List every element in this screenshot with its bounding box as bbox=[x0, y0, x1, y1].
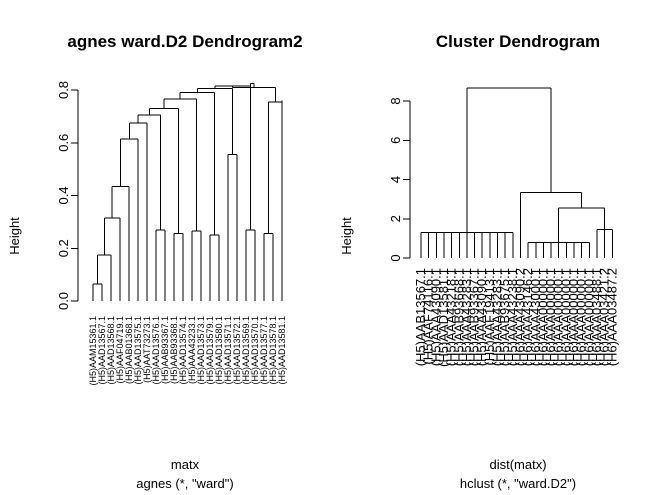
leaf-label: (H5)AAA43218.1 bbox=[444, 268, 459, 366]
leaf-label: (H5)AAA43238.1 bbox=[505, 268, 520, 366]
leaf-label: (H5)AAT73273.1 bbox=[142, 316, 152, 383]
leaf-label: (H5)AAD13581.1 bbox=[436, 268, 451, 367]
leaf-label: (H5)AAF19413.1 bbox=[482, 268, 497, 366]
x-axis-label: matx bbox=[171, 457, 200, 472]
leaf-label: (H6)AAA43090.2 bbox=[512, 268, 527, 366]
leaf-label: (H5)AAD13579.1 bbox=[205, 316, 215, 385]
leaf-label: (H5)AAD13577.1 bbox=[259, 316, 269, 385]
y-tick-label: 0.8 bbox=[56, 81, 71, 99]
leaf-labels: (H5)AAM15361.1 (H5)AAD13567.1 (H5)AAD13568… bbox=[88, 316, 287, 386]
y-axis-ticks: 0.0 0.2 0.4 0.6 0.8 bbox=[56, 81, 78, 310]
leaf-label: (H6)AAA00000.1 bbox=[535, 268, 550, 366]
leaf-label: (H5)AAB93368.1 bbox=[169, 316, 179, 384]
chart-title: Cluster Dendrogram bbox=[436, 32, 600, 51]
leaf-label: (H5)AAD13575.1 bbox=[133, 316, 143, 385]
leaf-label: (H6)AAA43000.1 bbox=[528, 268, 543, 366]
y-tick-label: 6 bbox=[388, 137, 403, 144]
leaf-label: (H5)AAA43283.1 bbox=[459, 268, 474, 366]
method-sublabel: hclust (*, "ward.D2") bbox=[460, 476, 576, 491]
leaf-label: (H5)AAD13572.1 bbox=[232, 316, 242, 385]
leaf-label: (H5)AAD13576.1 bbox=[151, 316, 161, 385]
chart-title: agnes ward.D2 Dendrogram2 bbox=[67, 32, 302, 51]
leaf-label: (H5)AAM15361.1 bbox=[88, 316, 98, 386]
leaf-label: (H6)AAA00000.1 bbox=[574, 268, 589, 366]
y-axis-label: Height bbox=[339, 217, 354, 255]
leaf-label: (H6)AAA00000.1 bbox=[551, 268, 566, 366]
leaf-label: (H5)AAF74116.1 bbox=[421, 268, 436, 365]
leaf-label: (H5)AAD13568.1 bbox=[106, 316, 116, 385]
leaf-label: (H5)AAA43090.1 bbox=[474, 268, 489, 366]
leaf-label: (H6)AAA03488.1 bbox=[589, 268, 604, 366]
y-axis-ticks: 0 2 4 6 8 bbox=[388, 97, 410, 262]
leaf-label: (H6)AAA00000.1 bbox=[543, 268, 558, 366]
method-sublabel: agnes (*, "ward") bbox=[136, 476, 233, 491]
leaf-label: (H5)AAB13567.1 bbox=[413, 268, 428, 366]
y-tick-label: 4 bbox=[388, 176, 403, 183]
leaf-label: (H5)AAD13581.1 bbox=[277, 316, 287, 385]
y-tick-label: 0.0 bbox=[56, 292, 71, 310]
leaf-label: (H5)AAA43283.1 bbox=[490, 268, 505, 366]
leaf-label: (H5)AAB93367.1 bbox=[160, 316, 170, 384]
leaf-label: (H5)AAD13574.1 bbox=[178, 316, 188, 385]
y-tick-label: 0.6 bbox=[56, 134, 71, 152]
y-tick-label: 2 bbox=[388, 215, 403, 222]
dendrogram-branches bbox=[420, 87, 613, 258]
y-axis-label: Height bbox=[7, 217, 22, 255]
y-tick-label: 0.4 bbox=[56, 186, 71, 204]
leaf-label: (H5)AAB93367.1 bbox=[467, 268, 482, 366]
leaf-label: (H6)AAA03421.2 bbox=[597, 268, 612, 366]
leaf-label: (H5)AAD13569.1 bbox=[241, 316, 251, 385]
leaf-label: (H6)AAA03487.2 bbox=[604, 268, 619, 366]
x-axis-label: dist(matx) bbox=[489, 457, 546, 472]
leaf-label: (H6)AAA00000.1 bbox=[581, 268, 596, 366]
agnes-dendrogram-panel: agnes ward.D2 Dendrogram2 0.00.20.40.60.… bbox=[7, 32, 303, 491]
leaf-label: (H5)AAB93675.1 bbox=[497, 268, 512, 366]
hclust-dendrogram-panel: Cluster Dendrogram 0 2 4 6 8 Height (H5)AAB1… bbox=[339, 32, 619, 491]
y-tick-label: 0.2 bbox=[56, 239, 71, 257]
leaf-label: (H5)AAD13573.1 bbox=[196, 316, 206, 385]
leaf-label: (H6)AAA43146.2 bbox=[520, 268, 535, 366]
leaf-label: (H5)AAA43090.1 bbox=[428, 268, 443, 366]
leaf-label: (H5)AAB93668.1 bbox=[451, 268, 466, 366]
leaf-label: (H6)AAA00000.1 bbox=[558, 268, 573, 366]
leaf-label: (H6)AAA00000.1 bbox=[566, 268, 581, 366]
dendrogram-branches bbox=[92, 82, 283, 301]
leaf-label: (H5)AAD13578.1 bbox=[268, 316, 278, 385]
y-tick-label: 8 bbox=[388, 97, 403, 104]
y-tick-label: 0 bbox=[388, 254, 403, 261]
leaf-label: (H5)AAD13580.1 bbox=[214, 316, 224, 385]
leaf-labels: (H5)AAB13567.1(H5)AAF74116.1(H5)AAA43090… bbox=[413, 268, 619, 367]
leaf-label: (H5)AAD13567.1 bbox=[97, 316, 107, 385]
leaf-label: (H5)AAD13570.1 bbox=[250, 316, 260, 385]
leaf-label: (H5)AAF04719.1 bbox=[115, 316, 125, 384]
leaf-label: (H5)AAB01368.1 bbox=[124, 316, 134, 384]
leaf-label: (H5)AAD13571.1 bbox=[223, 316, 233, 385]
leaf-label: (H5)AAA43233.1 bbox=[187, 316, 197, 384]
